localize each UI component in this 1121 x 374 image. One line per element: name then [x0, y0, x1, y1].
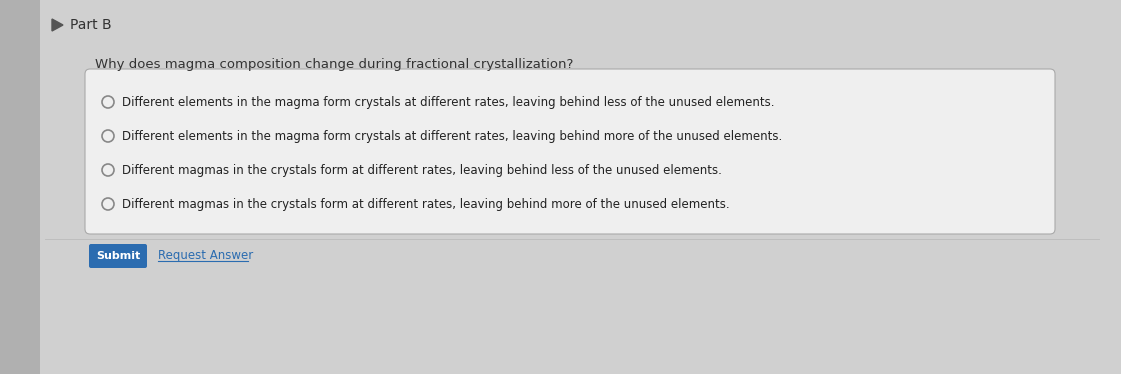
- FancyBboxPatch shape: [85, 69, 1055, 234]
- Text: Different elements in the magma form crystals at different rates, leaving behind: Different elements in the magma form cry…: [122, 95, 775, 108]
- FancyBboxPatch shape: [0, 0, 40, 374]
- Text: Request Answer: Request Answer: [158, 249, 253, 263]
- Text: Different magmas in the crystals form at different rates, leaving behind more of: Different magmas in the crystals form at…: [122, 197, 730, 211]
- Text: Different magmas in the crystals form at different rates, leaving behind less of: Different magmas in the crystals form at…: [122, 163, 722, 177]
- Text: Why does magma composition change during fractional crystallization?: Why does magma composition change during…: [95, 58, 573, 71]
- Text: Different elements in the magma form crystals at different rates, leaving behind: Different elements in the magma form cry…: [122, 129, 782, 142]
- FancyBboxPatch shape: [89, 244, 147, 268]
- Polygon shape: [52, 19, 63, 31]
- Text: Part B: Part B: [70, 18, 112, 32]
- Text: Submit: Submit: [96, 251, 140, 261]
